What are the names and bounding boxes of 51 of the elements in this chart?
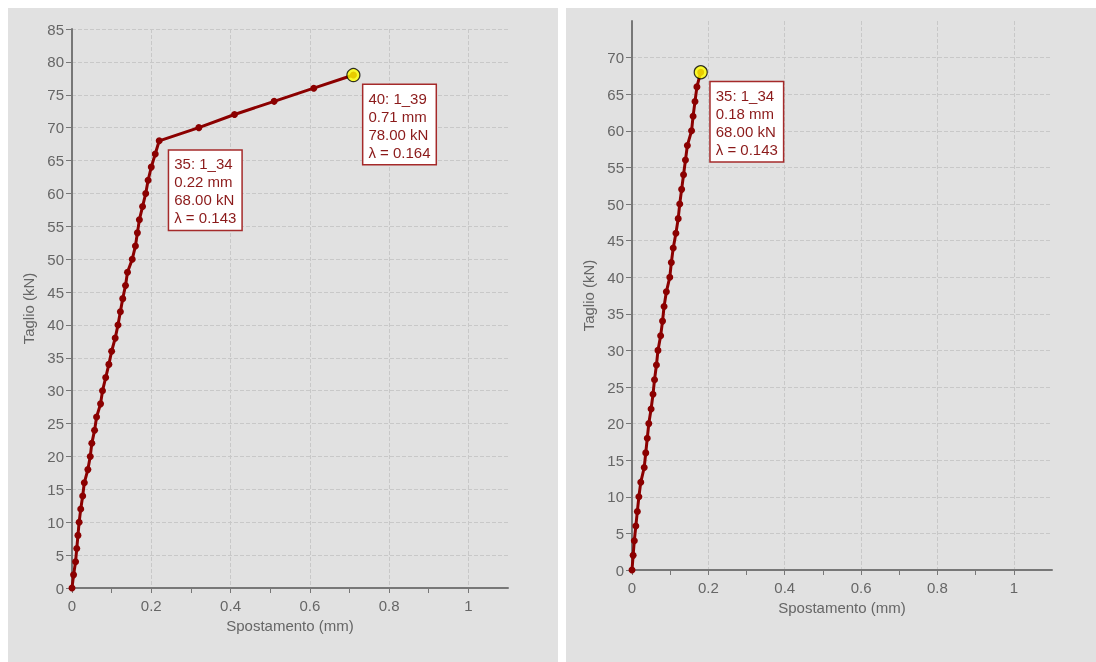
y-tick-label: 70 bbox=[607, 49, 624, 67]
x-axis-title: Spostamento (mm) bbox=[226, 617, 354, 634]
x-tick-label: 0.2 bbox=[140, 597, 162, 614]
y-tick-label: 20 bbox=[47, 447, 64, 465]
y-tick-label: 55 bbox=[607, 158, 624, 176]
x-tick-label: 0 bbox=[627, 579, 637, 596]
x-tick-label: 0.6 bbox=[850, 579, 872, 596]
y-axis-title: Taglio (kN) bbox=[580, 259, 598, 332]
x-tick-label: 0.8 bbox=[378, 597, 400, 614]
x-tick-label: 0.4 bbox=[220, 597, 241, 614]
y-tick-label: 5 bbox=[615, 524, 624, 542]
y-tick-label: 25 bbox=[607, 378, 624, 396]
y-tick-label: 60 bbox=[607, 122, 624, 140]
y-tick-label: 40 bbox=[607, 268, 624, 286]
x-tick-label: 0.6 bbox=[299, 597, 321, 614]
annotation: 35: 1_34 0.18 mm 68.00 kN λ = 0.143 bbox=[715, 86, 778, 158]
y-tick-label: 35 bbox=[607, 305, 624, 323]
y-tick-label: 25 bbox=[47, 415, 64, 433]
y-tick-label: 15 bbox=[47, 480, 64, 498]
annotation: 35: 1_34 0.22 mm 68.00 kN λ = 0.143 bbox=[174, 155, 237, 227]
y-tick-label: 85 bbox=[47, 20, 64, 38]
y-tick-label: 65 bbox=[607, 85, 624, 103]
y-tick-label: 10 bbox=[47, 513, 64, 531]
y-tick-label: 30 bbox=[47, 382, 64, 400]
y-tick-label: 35 bbox=[47, 349, 64, 367]
y-tick-label: 80 bbox=[47, 53, 64, 71]
y-tick-label: 75 bbox=[47, 86, 64, 104]
y-tick-label: 20 bbox=[607, 415, 624, 433]
y-tick-label: 45 bbox=[47, 283, 64, 301]
x-tick-label: 0.8 bbox=[927, 579, 948, 596]
annotation: 40: 1_39 0.71 mm 78.00 kN λ = 0.164 bbox=[368, 89, 431, 161]
y-tick-label: 5 bbox=[55, 546, 64, 564]
y-tick-label: 15 bbox=[607, 451, 624, 469]
y-tick-label: 55 bbox=[47, 217, 64, 235]
y-tick-label: 30 bbox=[607, 341, 624, 359]
y-tick-label: 40 bbox=[47, 316, 64, 334]
y-tick-label: 45 bbox=[607, 232, 624, 250]
y-tick-label: 65 bbox=[47, 152, 64, 170]
y-tick-label: 50 bbox=[47, 250, 64, 268]
y-tick-label: 10 bbox=[607, 488, 624, 506]
x-tick-label: 0.4 bbox=[774, 579, 796, 596]
x-tick-label: 1 bbox=[464, 597, 473, 614]
y-tick-label: 70 bbox=[47, 119, 64, 137]
y-axis-title: Taglio (kN) bbox=[20, 272, 38, 345]
x-tick-label: 0 bbox=[67, 597, 77, 614]
y-tick-label: 0 bbox=[615, 561, 624, 579]
y-tick-label: 60 bbox=[47, 184, 64, 202]
x-tick-label: 1 bbox=[1009, 579, 1018, 596]
x-axis-title: Spostamento (mm) bbox=[778, 599, 906, 616]
x-tick-label: 0.2 bbox=[697, 579, 719, 596]
y-tick-label: 50 bbox=[607, 195, 624, 213]
